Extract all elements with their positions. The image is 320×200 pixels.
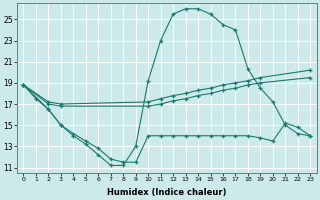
X-axis label: Humidex (Indice chaleur): Humidex (Indice chaleur) xyxy=(107,188,227,197)
